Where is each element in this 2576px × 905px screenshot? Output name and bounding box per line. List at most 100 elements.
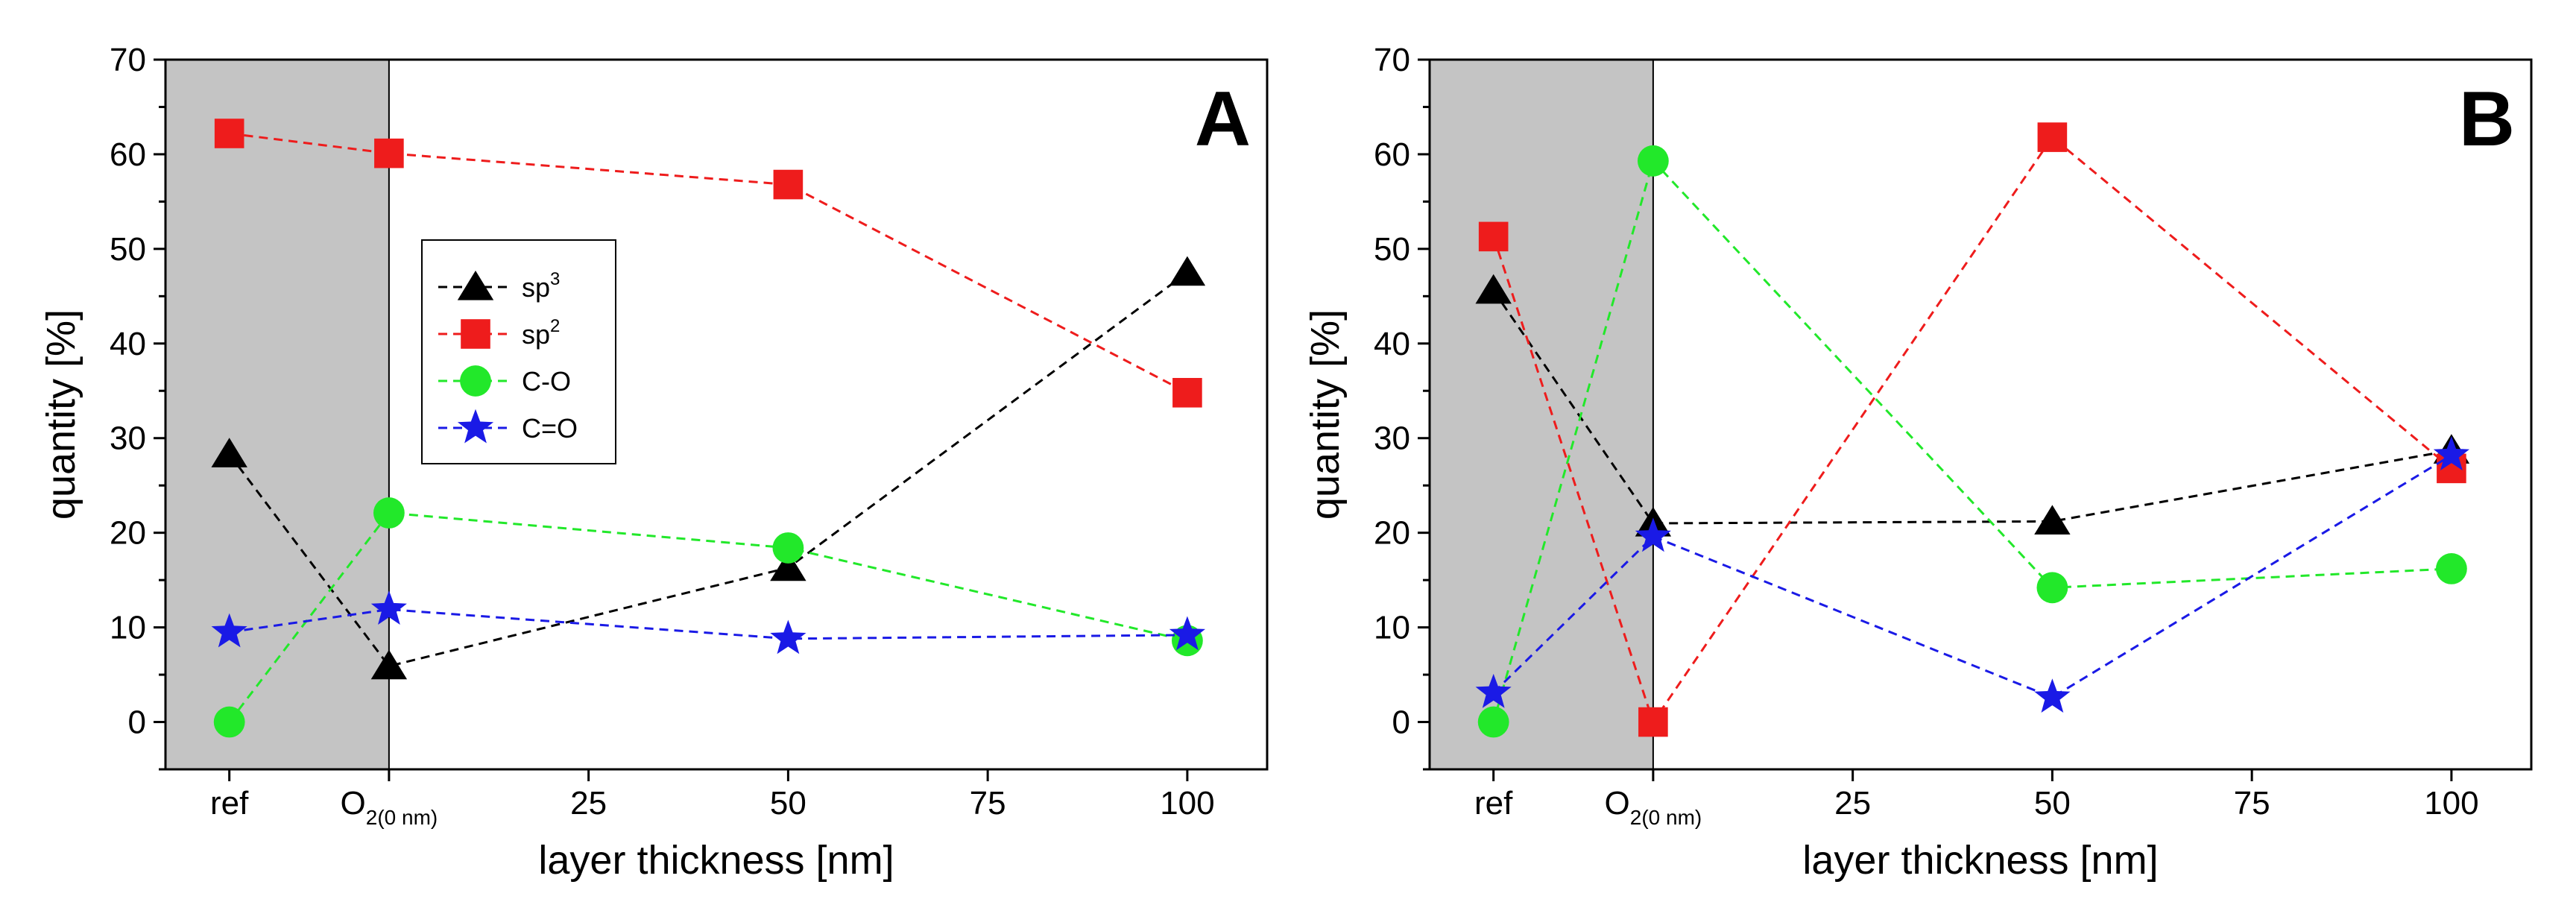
legend-label-superscript: 2: [550, 316, 560, 336]
y-tick-label: 70: [1374, 42, 1410, 78]
legend-label: C=O: [522, 413, 578, 444]
y-tick-label: 50: [1374, 231, 1410, 268]
series-line: [229, 132, 1188, 394]
data-point-square: [1478, 221, 1509, 252]
data-point-square: [1638, 707, 1668, 737]
data-point-circle: [373, 497, 405, 529]
data-point-star: [370, 590, 407, 625]
y-tick-label: 60: [110, 136, 146, 173]
data-point-triangle: [2034, 505, 2071, 535]
panel-label: B: [2459, 76, 2515, 163]
data-point-circle: [213, 706, 245, 738]
data-point-square: [2037, 122, 2068, 152]
x-tick-label-main: 75: [2234, 785, 2270, 822]
y-tick-label: 20: [1374, 515, 1410, 552]
x-tick-label: 75: [970, 785, 1006, 822]
legend-label-name: sp: [522, 272, 550, 303]
legend-entry: sp2: [438, 316, 560, 350]
x-axis-title: layer thickness [nm]: [1802, 838, 2158, 883]
plot-frame: [164, 58, 1269, 771]
data-point-star: [1475, 673, 1512, 708]
series-line: [1492, 135, 2452, 725]
data-point-triangle: [211, 438, 247, 467]
y-tick-label: 30: [1374, 420, 1410, 457]
data-point-star: [1635, 517, 1671, 552]
y-tick-label: 70: [110, 42, 146, 78]
legend-label: sp3: [522, 269, 560, 303]
legend-label: sp2: [522, 316, 560, 350]
x-tick-label: 100: [2424, 785, 2478, 822]
data-point-circle: [2435, 553, 2467, 584]
legend-label-name: C-O: [522, 366, 571, 397]
x-tick-label-subscript: 2(0 nm): [1630, 806, 1702, 829]
x-tick-label-main: O: [341, 785, 366, 822]
x-tick-label: 75: [2234, 785, 2270, 822]
data-point-star: [211, 613, 247, 648]
series-0: [211, 256, 1206, 680]
data-point-star: [2034, 678, 2071, 713]
series-line: [228, 511, 1188, 723]
data-point-triangle: [1169, 256, 1206, 286]
data-point-circle: [772, 532, 804, 564]
data-point-triangle: [370, 649, 408, 680]
y-axis-title: quantity [%]: [1303, 309, 1348, 520]
x-tick-label: O2(0 nm): [341, 785, 438, 829]
series-line: [1492, 454, 2452, 699]
y-axis-title: quantity [%]: [39, 309, 83, 520]
y-tick-label: 40: [110, 326, 146, 362]
x-tick-label-main: ref: [210, 785, 249, 822]
x-tick-label-main: 25: [570, 785, 607, 822]
x-tick-label-subscript: 2(0 nm): [366, 806, 438, 829]
x-tick-label-main: 50: [2034, 785, 2071, 822]
x-tick-label-main: 100: [1160, 785, 1214, 822]
legend-entry: C=O: [438, 409, 578, 444]
x-tick-label-main: 75: [970, 785, 1006, 822]
legend-marker-star: [457, 409, 494, 444]
x-tick-label: ref: [210, 785, 249, 822]
series-line: [1492, 158, 2452, 722]
plot-frame: [1428, 58, 2533, 771]
x-tick-label: 100: [1160, 785, 1214, 822]
x-tick-label-main: 50: [770, 785, 806, 822]
legend-entry: C-O: [438, 365, 571, 397]
y-tick-label: 0: [1392, 704, 1410, 741]
x-axis-title: layer thickness [nm]: [538, 838, 894, 883]
data-point-triangle: [770, 551, 806, 581]
reference-region: [165, 60, 389, 769]
x-tick-label: 25: [1834, 785, 1871, 822]
panel-label: A: [1195, 76, 1251, 163]
data-point-circle: [1477, 706, 1509, 738]
data-point-square: [214, 119, 244, 148]
data-point-circle: [2036, 572, 2068, 604]
data-point-square: [1172, 378, 1202, 408]
chart-panel-a: 0 10 20 30 40 50 60 70 ref O2(0 nm) 25 50 75 100 layer…: [39, 42, 1269, 883]
legend-box: [421, 239, 616, 464]
x-tick-label: ref: [1474, 785, 1513, 822]
y-tick-label: 20: [110, 515, 146, 552]
legend-label-name: C=O: [522, 413, 578, 444]
data-point-star: [770, 619, 806, 655]
reference-region: [1430, 60, 1653, 769]
data-point-square: [374, 138, 404, 168]
y-tick-label: 40: [1374, 326, 1410, 362]
series-line: [229, 608, 1187, 640]
x-tick-label-main: 100: [2424, 785, 2478, 822]
chart-panel-b: 0 10 20 30 40 50 60 70 ref O2(0 nm) 25 50 75 100 layer…: [1303, 42, 2533, 883]
x-tick-label: 25: [570, 785, 607, 822]
x-tick-label-main: 25: [1834, 785, 1871, 822]
x-tick-label-main: O: [1605, 785, 1630, 822]
legend-marker-square: [461, 319, 490, 349]
data-point-circle: [1637, 145, 1669, 177]
y-tick-label: 50: [110, 231, 146, 268]
legend-marker-circle: [460, 365, 491, 397]
y-tick-label: 60: [1374, 136, 1410, 173]
series-3: [211, 590, 1205, 655]
x-tick-label: 50: [2034, 785, 2071, 822]
y-tick-label: 10: [1374, 610, 1410, 646]
legend-marker-triangle: [457, 271, 494, 300]
y-tick-label: 0: [128, 704, 146, 741]
data-point-star: [2433, 436, 2469, 470]
x-tick-label: 50: [770, 785, 806, 822]
